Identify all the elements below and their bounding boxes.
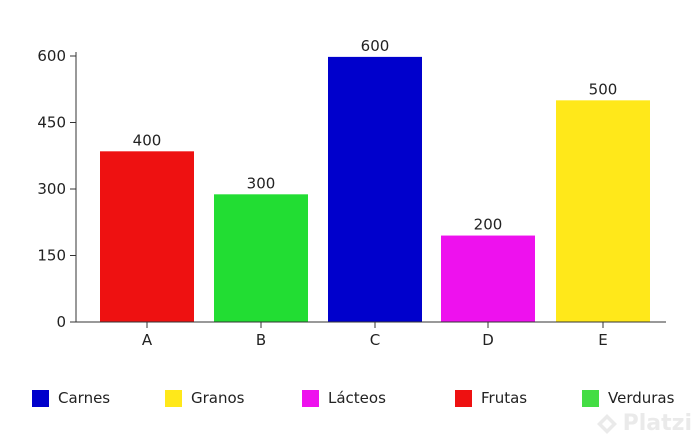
y-tick-label-600: 600 [37, 47, 66, 65]
bar-b [214, 194, 308, 322]
legend-label-frutas: Frutas [481, 389, 528, 407]
legend-label-lacteos: Lácteos [328, 389, 386, 407]
legend-swatch-granos [165, 389, 182, 407]
y-tick-label-300: 300 [37, 180, 66, 198]
data-label-b: 300 [247, 174, 276, 192]
data-label-a: 400 [133, 131, 162, 149]
y-tick-label-150: 150 [37, 247, 66, 265]
legend-item-frutas: Frutas [455, 388, 527, 408]
legend-item-verduras: Verduras [582, 388, 674, 408]
y-tick-label-450: 450 [37, 114, 66, 132]
legend-swatch-frutas [455, 389, 472, 407]
bar-c [328, 56, 422, 323]
legend-label-verduras: Verduras [608, 389, 675, 407]
bar-d [441, 235, 535, 322]
bar-chart: 400 A 300 B 600 C 200 D 500 E 0 150 300 450 600 [37, 37, 666, 349]
legend-item-lacteos: Lácteos [302, 388, 386, 408]
legend-label-carnes: Carnes [58, 389, 111, 407]
legend-item-carnes: Carnes [32, 388, 110, 408]
watermark-text: Platzi [622, 411, 692, 436]
data-label-c: 600 [361, 37, 390, 55]
data-label-d: 200 [474, 216, 503, 234]
legend-swatch-lacteos [302, 389, 319, 407]
legend-swatch-verduras [582, 389, 599, 407]
legend-item-granos: Granos [165, 388, 244, 408]
legend-label-granos: Granos [191, 389, 245, 407]
legend: Carnes Granos Lácteos Frutas Verduras [32, 388, 700, 412]
platzi-logo-icon [596, 413, 617, 434]
x-tick-label-d: D [482, 331, 494, 349]
legend-swatch-carnes [32, 389, 49, 407]
x-tick-label-a: A [142, 331, 153, 349]
bar-a [100, 151, 194, 322]
x-tick-label-b: B [256, 331, 266, 349]
y-tick-label-0: 0 [56, 313, 66, 331]
bar-e [556, 100, 650, 322]
x-tick-label-e: E [598, 331, 607, 349]
watermark: Platzi [595, 411, 692, 436]
x-tick-label-c: C [370, 331, 380, 349]
data-label-e: 500 [589, 80, 618, 98]
